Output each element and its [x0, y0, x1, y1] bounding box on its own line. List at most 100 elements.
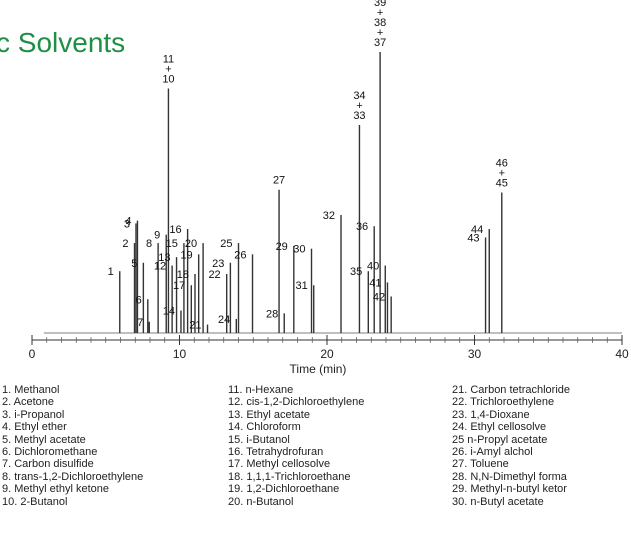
peak-label-text: +: [165, 64, 171, 76]
peak-label-17: 17: [173, 280, 185, 292]
peak-label-text: 30: [293, 244, 305, 256]
peak-label-text: 15: [166, 238, 178, 250]
peak-label-text: 26: [234, 249, 246, 261]
peak-label-text: 37: [374, 37, 386, 49]
peak-label-35: 35: [350, 266, 362, 278]
legend-entry: 4. Ethyl ether: [2, 421, 67, 434]
peak-label-21: 21: [189, 320, 201, 332]
peak-label-36: 36: [356, 221, 368, 233]
peak-label-18: 18: [177, 269, 189, 281]
peak-label-8: 8: [146, 238, 152, 250]
peak-label-text: 34: [353, 90, 365, 102]
legend-entry: 20. n-Butanol: [228, 495, 294, 508]
peak-label-text: 27: [273, 175, 285, 187]
peak-labels-layer: 12345678911+1012131415161718192021222324…: [108, 0, 508, 332]
slide-title: c Solvents: [0, 27, 126, 58]
peak-label-text: 38: [374, 17, 386, 29]
peak-label-text: 4: [125, 216, 131, 228]
peak-label-text: 8: [146, 238, 152, 250]
peak-label-12: 12: [154, 261, 166, 273]
peak-label-28: 28: [266, 308, 278, 320]
peak-label-text: 33: [353, 110, 365, 122]
legend-entry: 29. Methyl-n-butyl ketor: [452, 483, 567, 496]
peak-label-text: 45: [496, 178, 508, 190]
peak-label-text: 28: [266, 308, 278, 320]
peak-label-6: 6: [136, 294, 142, 306]
peak-label-25: 25: [220, 238, 232, 250]
peak-label-text: 44: [471, 224, 483, 236]
peak-label-1: 1: [108, 266, 114, 278]
legend-entry: 5. Methyl acetate: [2, 433, 86, 446]
peak-label-text: 36: [356, 221, 368, 233]
peak-label-11+10: 11+10: [162, 54, 174, 86]
peak-label-39+38+37: 39+38+37: [374, 0, 386, 49]
peak-label-40: 40: [367, 261, 379, 273]
legend-entry: 28. N,N-Dimethyl forma: [452, 470, 567, 483]
peak-label-44: 44: [471, 224, 483, 236]
peak-label-text: 24: [218, 314, 230, 326]
peak-label-text: 39: [374, 0, 386, 9]
peak-label-text: 3: [124, 218, 130, 230]
peak-label-text: 2: [122, 238, 128, 250]
peak-label-text: +: [377, 7, 383, 19]
peak-label-2: 2: [122, 238, 128, 250]
peak-label-30: 30: [293, 244, 305, 256]
legend-entry: 22. Trichloroethylene: [452, 396, 555, 409]
peak-label-5: 5: [131, 258, 137, 270]
peak-label-text: 31: [295, 280, 307, 292]
peak-label-16: 16: [169, 224, 181, 236]
x-tick-label: 20: [320, 347, 334, 361]
x-tick-label: 0: [29, 347, 36, 361]
peak-label-24: 24: [218, 314, 230, 326]
peak-label-text: 12: [154, 261, 166, 273]
peak-label-text: 40: [367, 261, 379, 273]
peak-label-9: 9: [154, 230, 160, 242]
peak-label-22: 22: [208, 269, 220, 281]
peak-label-text: 46: [496, 158, 508, 170]
peak-label-34+33: 34+33: [353, 90, 365, 122]
ticks-layer: 0 10 20 30 40: [29, 335, 629, 361]
x-tick-label: 10: [173, 347, 187, 361]
legend-entry: 18. 1,1,1-Trichloroethane: [228, 470, 351, 483]
peak-label-text: 21: [189, 320, 201, 332]
legend-entry: 27. Toluene: [452, 458, 509, 471]
legend-column-3: 21. Carbon tetrachloride 22. Trichloroeth…: [452, 384, 570, 508]
legend-entry: 8. trans-1,2-Dichloroethylene: [2, 470, 144, 483]
legend-entry: 13. Ethyl acetate: [228, 408, 310, 421]
peak-label-text: 16: [169, 224, 181, 236]
legend-entry: 9. Methyl ethyl ketone: [2, 483, 110, 496]
x-tick-label: 40: [615, 347, 629, 361]
peak-label-31: 31: [295, 280, 307, 292]
peak-label-text: 11: [163, 54, 174, 66]
legend-entry: 7. Carbon disulfide: [2, 458, 94, 471]
peak-label-text: 35: [350, 266, 362, 278]
peak-label-3: 3: [124, 218, 130, 230]
peak-label-4: 4: [125, 216, 131, 228]
legend-entry: 2. Acetone: [2, 396, 54, 409]
peak-label-7: 7: [137, 317, 143, 329]
peak-label-text: 13: [158, 252, 170, 264]
peak-label-41: 41: [369, 277, 381, 289]
legend-entry: 21. Carbon tetrachloride: [452, 384, 571, 396]
legend-entry: 15. i-Butanol: [228, 433, 290, 446]
peak-label-text: 20: [185, 238, 197, 250]
peak-label-text: 42: [373, 291, 385, 303]
legend-entry: 6. Dichloromethane: [2, 446, 98, 459]
x-axis-label: Time (min): [290, 362, 347, 376]
peak-label-26: 26: [234, 249, 246, 261]
legend-entry: 14. Chloroform: [228, 421, 301, 434]
peak-label-text: 29: [276, 241, 288, 253]
legend-entry: 30. n-Butyl acetate: [452, 495, 544, 508]
peak-label-text: 1: [108, 266, 114, 278]
peak-label-32: 32: [323, 210, 335, 222]
peak-label-text: 17: [173, 280, 185, 292]
peak-label-text: 18: [177, 269, 189, 281]
peak-label-text: 43: [467, 232, 479, 244]
peak-label-text: 5: [131, 258, 137, 270]
peak-label-20: 20: [185, 238, 197, 250]
legend-entry: 24. Ethyl cellosolve: [452, 421, 547, 434]
peak-label-text: +: [356, 100, 362, 112]
peak-label-text: 7: [137, 317, 143, 329]
legend-entry: 19. 1,2-Dichloroethane: [228, 483, 340, 496]
